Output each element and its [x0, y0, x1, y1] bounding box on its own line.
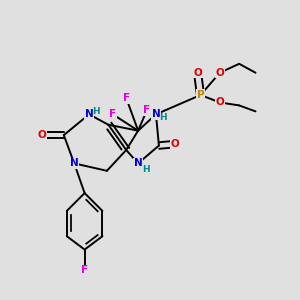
Text: N: N: [85, 109, 93, 119]
Text: F: F: [81, 266, 88, 275]
Text: H: H: [160, 113, 167, 122]
Text: O: O: [171, 139, 180, 149]
Text: N: N: [134, 158, 142, 168]
Text: O: O: [37, 130, 46, 140]
Text: O: O: [193, 68, 202, 78]
Text: N: N: [70, 158, 79, 168]
Text: O: O: [215, 98, 224, 107]
Text: F: F: [123, 93, 130, 103]
Text: N: N: [152, 109, 160, 119]
Text: H: H: [92, 107, 99, 116]
Text: H: H: [142, 165, 149, 174]
Text: F: F: [109, 109, 116, 119]
Text: P: P: [197, 90, 204, 100]
Text: F: F: [143, 105, 151, 115]
Text: O: O: [215, 68, 224, 78]
